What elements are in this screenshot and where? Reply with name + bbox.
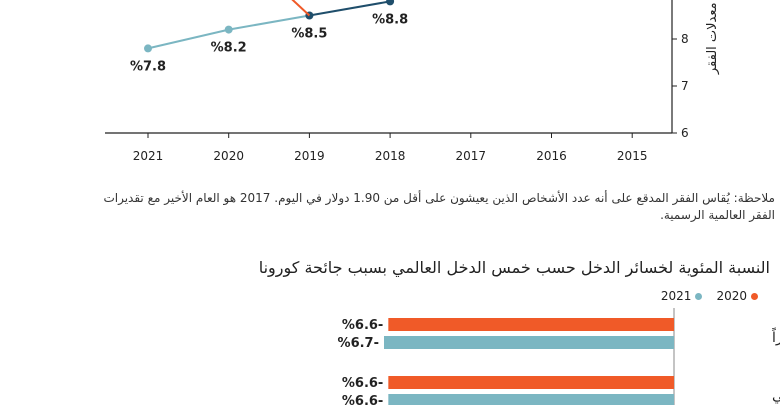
bar-label-2020-1: %6.6- xyxy=(342,376,383,391)
data-label-2019-s1: %8.5 xyxy=(291,27,327,42)
x-tick-label-2020: 2020 xyxy=(213,149,244,163)
x-tick-label-2016: 2016 xyxy=(536,149,567,163)
legend-dot-2020 xyxy=(751,292,758,300)
x-tick-label-2019: 2019 xyxy=(294,149,325,163)
y-axis-label: معدلات الفقر % xyxy=(705,0,720,75)
data-label-2020-s0: %8.2 xyxy=(211,41,247,56)
legend-label-2020: 2020 xyxy=(716,289,747,303)
x-tick-label-2015: 2015 xyxy=(617,149,648,163)
data-point-2020-s0 xyxy=(224,25,233,34)
bar-2020-1 xyxy=(388,376,674,389)
bar-label-2020-0: %6.6- xyxy=(342,318,383,333)
bar-chart-title: النسبة المئوية لخسائر الدخل حسب خمس الدخ… xyxy=(258,258,770,277)
x-tick-label-2021: 2021 xyxy=(133,149,164,163)
data-point-2021-s0 xyxy=(144,44,152,53)
x-tick-label-2017: 2017 xyxy=(456,149,487,163)
category-label-1: الثاني xyxy=(772,388,780,404)
x-tick-label-2018: 2018 xyxy=(375,149,406,163)
poverty-line-chart: 2021 2020 2019 2018 2017 2016 2015 6 7 8 معدلات ال… xyxy=(105,0,720,163)
legend-label-2021: 2021 xyxy=(660,289,692,303)
y-tick-label-8: 8 xyxy=(681,32,689,46)
legend-dot-2021 xyxy=(695,292,703,300)
legend-item-2021: 2021 xyxy=(661,289,703,303)
series-line-2 xyxy=(291,0,311,17)
series-line-1 xyxy=(309,0,391,17)
data-label-2021-s0: %7.8 xyxy=(130,59,166,74)
y-tick-label-7: 7 xyxy=(681,79,689,93)
data-label-2018-s1: %8.8 xyxy=(372,12,408,27)
bar-chart-legend: 2020 2021 xyxy=(661,289,758,303)
bar-2021-0 xyxy=(384,336,674,349)
y-tick-label-6: 6 xyxy=(681,126,689,140)
bar-2021-1 xyxy=(388,394,674,405)
bar-label-2021-1: %6.6- xyxy=(342,394,383,405)
data-point-2018-s1 xyxy=(386,0,395,6)
legend-item-2020: 2020 xyxy=(716,289,758,303)
bar-label-2021-0: %6.7- xyxy=(338,336,379,351)
chart-note: ملاحظة: يُقاس الفقر المدقع على أنه عدد ا… xyxy=(103,191,775,222)
bar-2020-0 xyxy=(388,318,674,331)
